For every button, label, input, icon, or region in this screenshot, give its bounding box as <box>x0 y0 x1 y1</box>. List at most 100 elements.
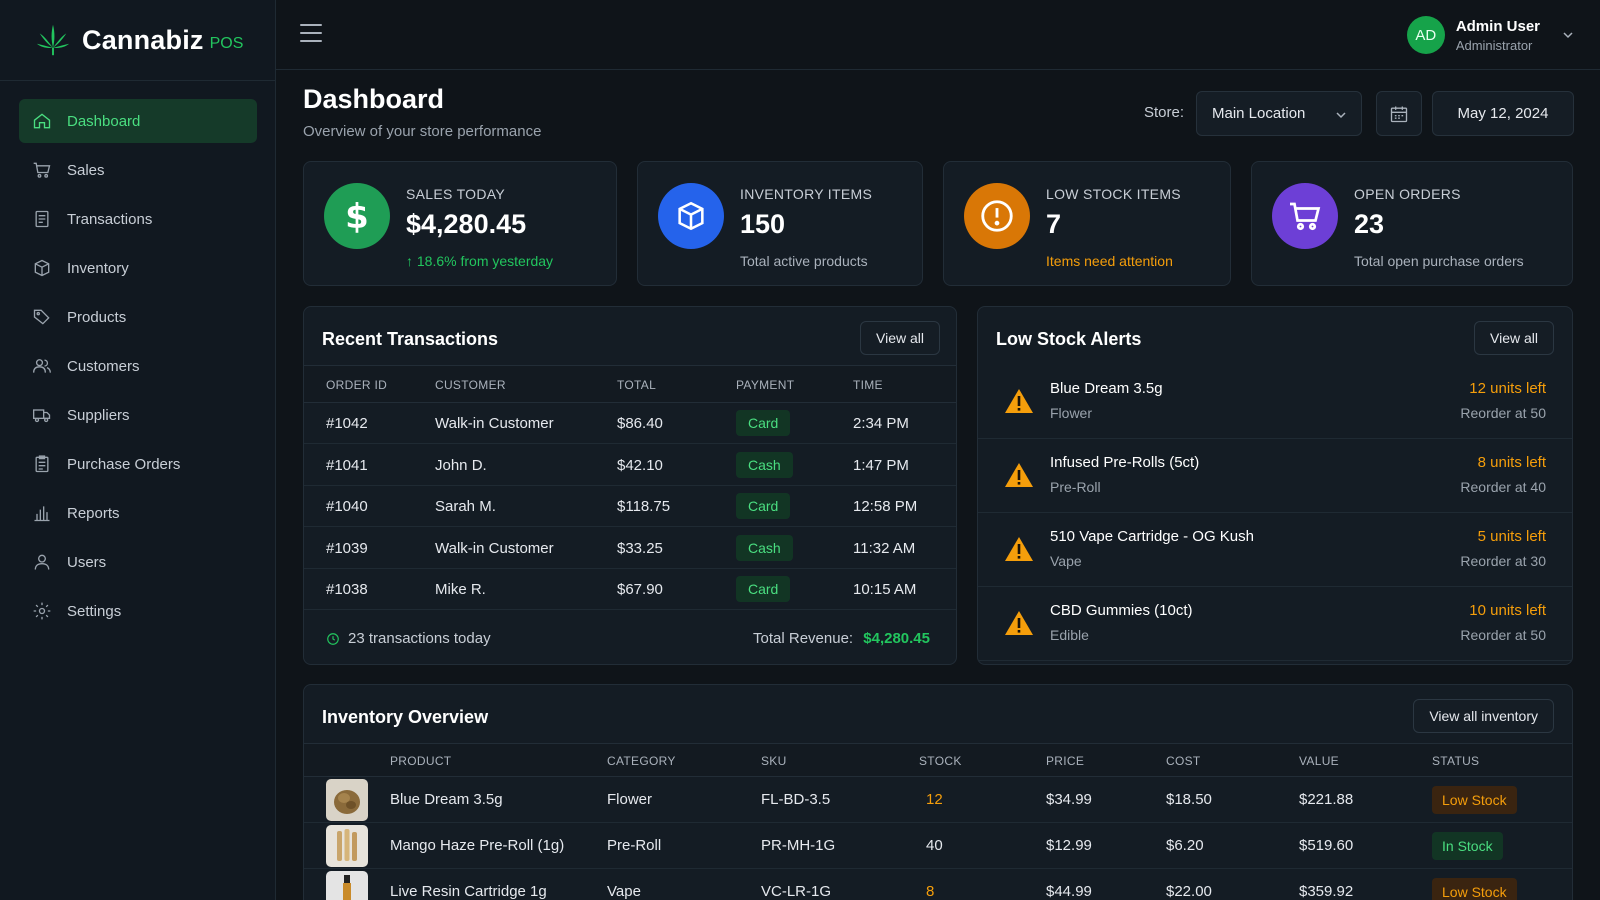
stat-value: 23 <box>1354 209 1385 239</box>
box-icon <box>34 259 50 277</box>
product-name: Live Resin Cartridge 1g <box>390 883 547 900</box>
sidebar-item-settings[interactable]: Settings <box>19 589 257 633</box>
user-menu[interactable]: AD Admin User Administrator <box>1406 16 1574 54</box>
page-title: Dashboard <box>303 84 445 114</box>
order-total: $118.75 <box>617 498 671 515</box>
table-row[interactable]: #1039 Walk-in Customer $33.25 Cash 11:32 AM <box>304 528 956 569</box>
product-price: $12.99 <box>1046 837 1092 854</box>
chevron-down-icon <box>1336 112 1346 119</box>
order-total: $42.10 <box>617 456 663 474</box>
order-total: $33.25 <box>617 539 663 557</box>
store-select[interactable]: Main Location <box>1196 91 1362 136</box>
sidebar-item-users[interactable]: Users <box>19 540 257 584</box>
low-stock-view-all-button[interactable]: View all <box>1474 321 1554 355</box>
order-id: #1041 <box>326 456 368 474</box>
sidebar-item-suppliers[interactable]: Suppliers <box>19 393 257 437</box>
alert-product-name: Blue Dream 3.5g <box>1050 380 1163 397</box>
calendar-button[interactable] <box>1376 91 1422 136</box>
sidebar-item-sales[interactable]: Sales <box>19 148 257 192</box>
warning-icon <box>1005 463 1033 487</box>
alert-units-left: 10 units left <box>1469 602 1546 619</box>
alert-product-name: 510 Vape Cartridge - OG Kush <box>1050 528 1254 545</box>
calendar-icon <box>1390 106 1408 122</box>
customer-name: Walk-in Customer <box>435 539 554 557</box>
stat-value: 7 <box>1046 209 1062 239</box>
product-category: Vape <box>607 883 641 900</box>
product-cost: $18.50 <box>1166 791 1212 808</box>
column-header: CUSTOMER <box>435 378 506 392</box>
product-cost: $6.20 <box>1166 837 1204 854</box>
tag-icon <box>33 309 50 325</box>
alert-category: Edible <box>1050 627 1089 643</box>
brand-name: Cannabiz <box>82 24 204 55</box>
sidebar-item-label: Products <box>67 308 127 326</box>
product-name: Mango Haze Pre-Roll (1g) <box>390 837 565 854</box>
menu-toggle-icon[interactable] <box>300 24 322 44</box>
sidebar-item-label: Reports <box>67 504 120 522</box>
product-value: $519.60 <box>1299 837 1354 854</box>
order-time: 1:47 PM <box>853 456 909 474</box>
date-picker[interactable]: May 12, 2024 <box>1432 91 1574 136</box>
list-item[interactable]: 510 Vape Cartridge - OG Kush Vape 5 units … <box>978 513 1572 587</box>
brand-logo[interactable]: Cannabiz POS <box>0 0 275 81</box>
sidebar-item-purchase-orders[interactable]: Purchase Orders <box>19 442 257 486</box>
alert-reorder-level: Reorder at 50 <box>1460 405 1546 421</box>
payment-badge: Card <box>736 576 791 602</box>
table-row[interactable]: #1040 Sarah M. $118.75 Card 12:58 PM <box>304 486 956 527</box>
table-row[interactable]: Mango Haze Pre-Roll (1g) Pre-Roll PR-MH-1G… <box>304 823 1572 869</box>
status-badge: Low Stock <box>1432 878 1517 900</box>
alert-reorder-level: Reorder at 30 <box>1460 553 1546 569</box>
warning-icon <box>1005 537 1033 561</box>
order-time: 10:15 AM <box>853 581 917 598</box>
sidebar-item-products[interactable]: Products <box>19 295 257 339</box>
alert-units-left: 5 units left <box>1477 528 1546 545</box>
alert-category: Flower <box>1050 405 1093 421</box>
table-row[interactable]: Live Resin Cartridge 1g Vape VC-LR-1G 8 $44.… <box>304 869 1572 900</box>
alert-reorder-level: Reorder at 40 <box>1460 479 1546 495</box>
product-price: $34.99 <box>1046 791 1092 808</box>
table-row[interactable]: #1042 Walk-in Customer $86.40 Card 2:34 PM <box>304 403 956 444</box>
column-header: COST <box>1166 754 1201 768</box>
table-row[interactable]: Blue Dream 3.5g Flower FL-BD-3.5 12 $34.99 $1… <box>304 777 1572 823</box>
sidebar-item-dashboard[interactable]: Dashboard <box>19 99 257 143</box>
product-sku: VC-LR-1G <box>761 883 832 900</box>
product-category: Flower <box>607 791 653 808</box>
panel-title: Low Stock Alerts <box>996 329 1142 349</box>
table-row[interactable]: #1041 John D. $42.10 Cash 1:47 PM <box>304 445 956 486</box>
list-item[interactable]: Infused Pre-Rolls (5ct) Pre-Roll 8 units l… <box>978 439 1572 513</box>
table-row[interactable]: #1038 Mike R. $67.90 Card 10:15 AM <box>304 569 956 610</box>
column-header: TOTAL <box>617 378 657 392</box>
sidebar-item-reports[interactable]: Reports <box>19 491 257 535</box>
stat-sub: Total active products <box>740 253 868 269</box>
customer-name: Sarah M. <box>435 498 496 515</box>
list-item[interactable]: CBD Gummies (10ct) Edible 10 units left Reo… <box>978 587 1572 661</box>
sidebar-item-inventory[interactable]: Inventory <box>19 246 257 290</box>
alert-units-left: 8 units left <box>1477 454 1546 471</box>
product-sku: PR-MH-1G <box>761 837 836 854</box>
transactions-view-all-button[interactable]: View all <box>860 321 940 355</box>
view-all-inventory-button[interactable]: View all inventory <box>1413 699 1554 733</box>
stat-label: OPEN ORDERS <box>1354 186 1461 202</box>
avatar[interactable]: AD <box>1406 16 1445 54</box>
table-header: PRODUCT CATEGORY SKU STOCK PRICE COST VA… <box>304 743 1572 777</box>
sidebar-item-transactions[interactable]: Transactions <box>19 197 257 241</box>
order-id: #1038 <box>326 581 368 598</box>
sidebar-item-label: Inventory <box>67 259 129 277</box>
column-header: VALUE <box>1299 754 1339 768</box>
stat-value: $4,280.45 <box>406 209 527 239</box>
stat-value: 150 <box>740 209 786 239</box>
alert-product-name: Infused Pre-Rolls (5ct) <box>1050 454 1200 471</box>
product-category: Pre-Roll <box>607 837 662 854</box>
sidebar-item-customers[interactable]: Customers <box>19 344 257 388</box>
stat-card-inventory: INVENTORY ITEMS 150 Total active product… <box>637 161 923 286</box>
column-header: TIME <box>853 378 883 392</box>
alert-category: Vape <box>1050 553 1082 569</box>
column-header: SKU <box>761 754 787 768</box>
panel-title: Recent Transactions <box>322 329 499 349</box>
chevron-down-icon[interactable] <box>1562 29 1574 41</box>
list-item[interactable]: Blue Dream 3.5g Flower 12 units left Reorde… <box>978 365 1572 439</box>
sidebar-item-label: Settings <box>67 602 122 620</box>
order-id: #1040 <box>326 498 368 515</box>
warning-icon <box>1005 611 1033 635</box>
payment-badge: Card <box>736 493 791 519</box>
